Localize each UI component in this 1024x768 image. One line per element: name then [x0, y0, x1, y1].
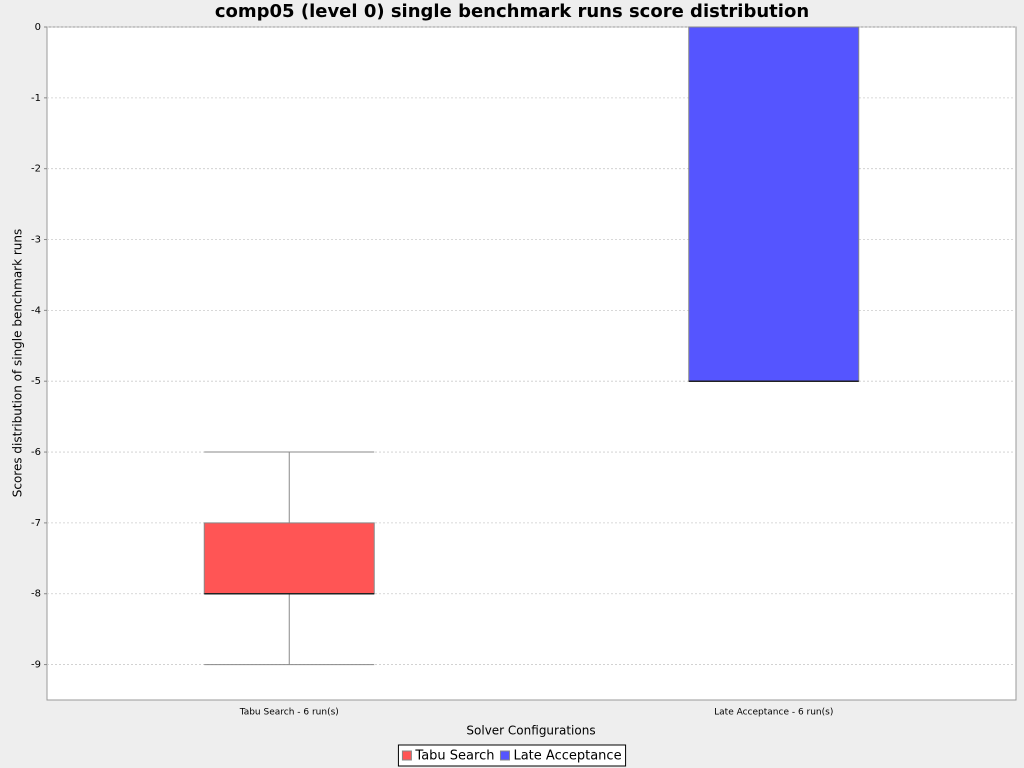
y-tick-label: -8	[31, 589, 41, 600]
legend-swatch	[401, 750, 412, 761]
y-tick-label: -4	[31, 305, 41, 316]
legend-box	[397, 744, 627, 767]
y-axis-label: Scores distribution of single benchmark …	[11, 229, 25, 498]
legend-label: Tabu Search	[414, 749, 494, 764]
chart-title: comp05 (level 0) single benchmark runs s…	[215, 1, 809, 22]
y-tick-label: -5	[31, 376, 41, 387]
y-tick-label: -1	[31, 93, 41, 104]
y-tick-label: -6	[31, 447, 41, 458]
legend: Tabu Search Late Acceptance	[397, 744, 627, 767]
box	[688, 26, 860, 382]
x-axis-label: Solver Configurations	[466, 724, 595, 738]
y-tick-label: -9	[31, 660, 41, 671]
y-tick-label: -2	[31, 164, 41, 175]
y-tick-label: -3	[31, 235, 41, 246]
legend-label: Late Acceptance	[513, 749, 621, 764]
x-tick-label: Late Acceptance - 6 run(s)	[714, 708, 833, 718]
x-tick-label: Tabu Search - 6 run(s)	[239, 708, 339, 718]
y-tick-label: -7	[31, 518, 41, 529]
legend-swatch	[499, 750, 510, 761]
box	[203, 522, 375, 595]
y-tick-label: 0	[35, 22, 41, 33]
plot-area	[46, 26, 1017, 701]
